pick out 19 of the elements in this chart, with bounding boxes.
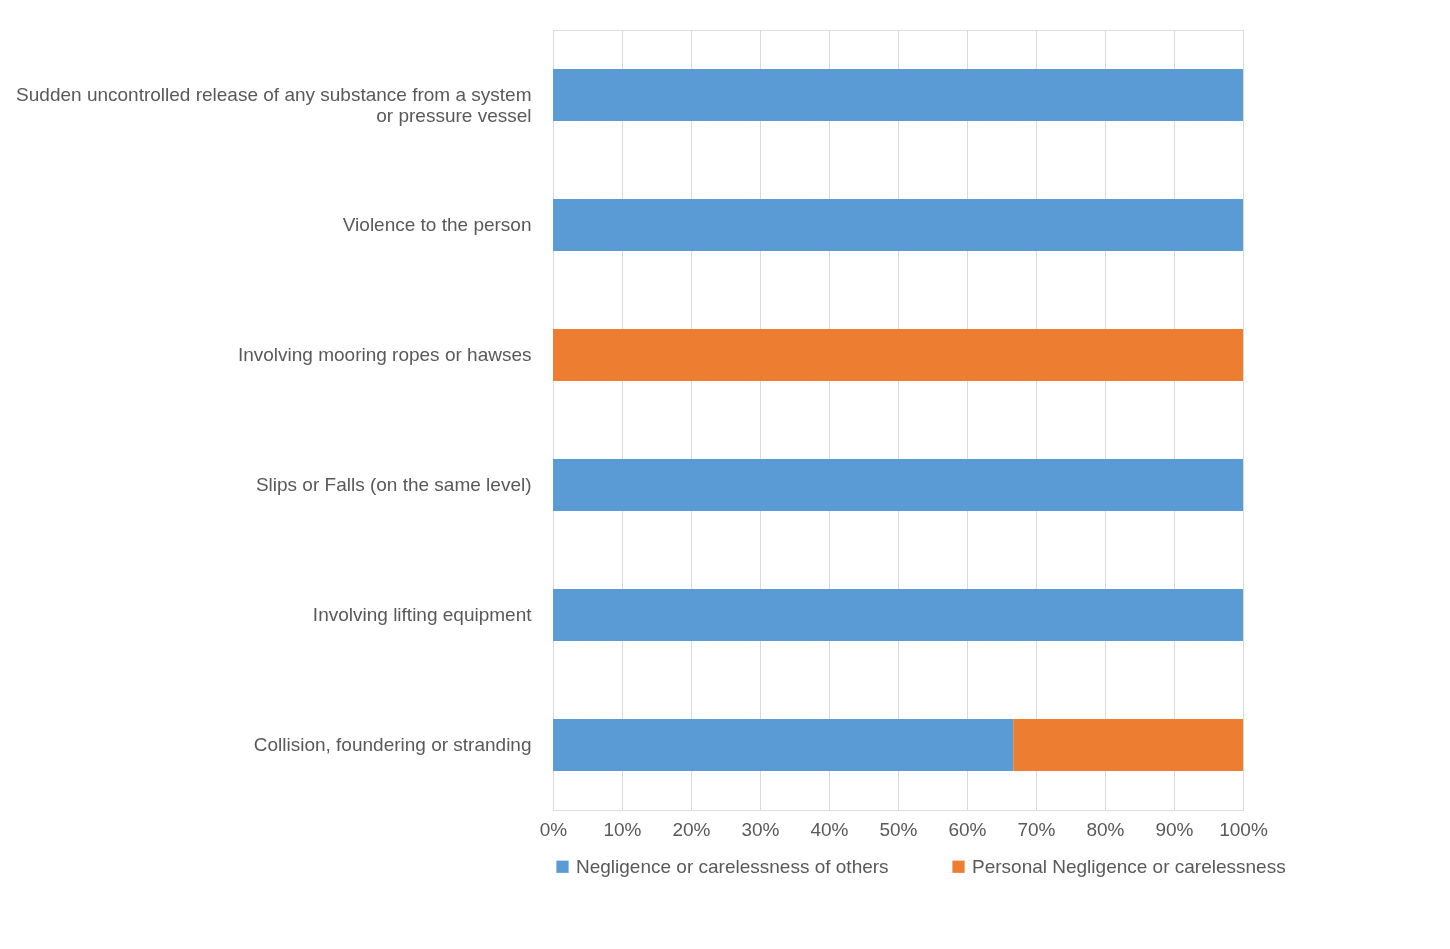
x-tick-label: 20% <box>672 818 711 840</box>
x-tick-label: 90% <box>1155 818 1194 840</box>
x-tick-label: 50% <box>879 818 918 840</box>
x-tick-label: 80% <box>1086 818 1125 840</box>
y-tick-label: Violence to the person <box>342 214 532 235</box>
x-tick-label: 100% <box>1219 818 1268 840</box>
y-tick-label: Sudden uncontrolled release of any substance from a system or pressure vessel <box>16 84 532 126</box>
y-tick-label: Slips or Falls (on the same level) <box>255 474 532 495</box>
legend-label: Negligence or carelessness of others <box>576 855 889 877</box>
x-tick-label: 60% <box>948 818 987 840</box>
legend-label: Personal Negligence or carelessness <box>972 855 1286 877</box>
y-tick-label: Involving mooring ropes or hawses <box>237 344 532 365</box>
y-tick-label: Collision, foundering or stranding <box>253 734 532 755</box>
y-tick-label: Involving lifting equipment <box>312 604 533 625</box>
x-tick-label: 30% <box>741 818 780 840</box>
x-tick-label: 70% <box>1017 818 1056 840</box>
x-tick-label: 10% <box>603 818 642 840</box>
x-tick-label: 40% <box>810 818 849 840</box>
x-tick-label: 0% <box>539 818 568 840</box>
